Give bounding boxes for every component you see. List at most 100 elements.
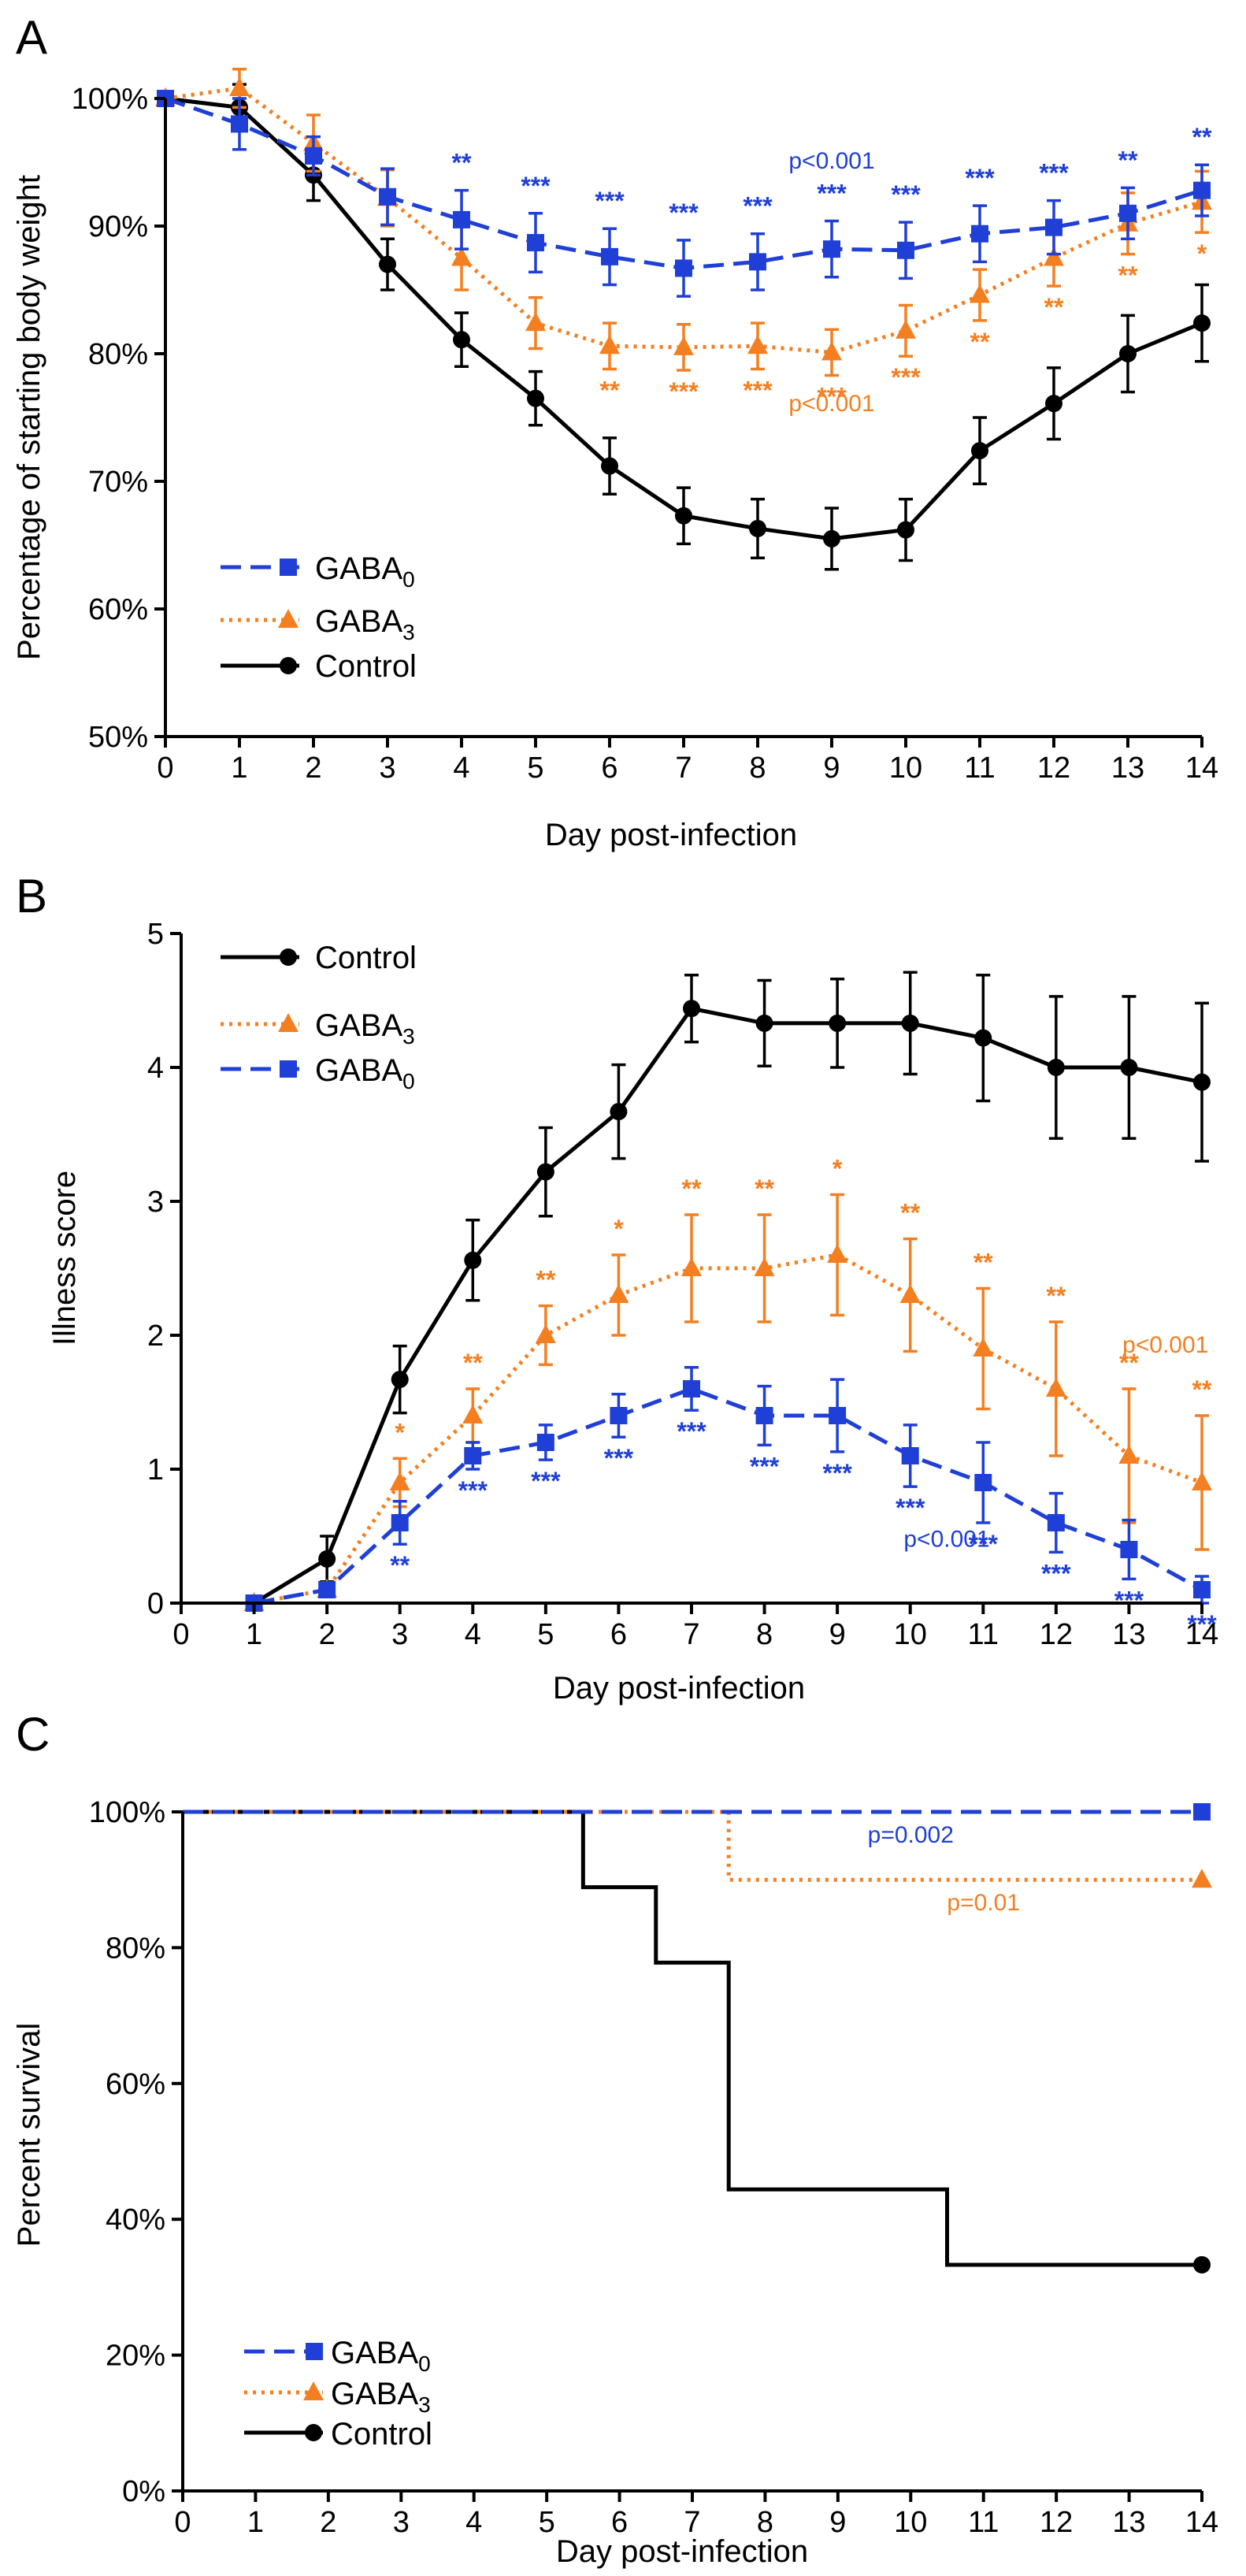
- panel-a-y-tick-label: 60%: [88, 593, 148, 626]
- panel-a-x-tick-label: 6: [601, 752, 617, 785]
- panel-b-control-series-line: [253, 1006, 1203, 1605]
- panel-b-x-tick-label: 8: [756, 1618, 773, 1651]
- panel-b-gaba3-significance-stars: **: [900, 1199, 920, 1227]
- panel-a-control-data-point: [1119, 345, 1137, 362]
- panel-b-legend: Control GABA3 GABA0: [221, 941, 417, 1093]
- panel-b-gaba3-significance-stars: **: [1192, 1375, 1212, 1404]
- panel-b-y-tick-label: 4: [147, 1052, 164, 1085]
- legend-b-control-label: Control: [315, 941, 417, 975]
- panel-b-x-axis-label: Day post-infection: [553, 1671, 805, 1706]
- panel-a-gaba3-significance-stars: **: [600, 376, 620, 404]
- panel-a-control-data-point: [601, 457, 618, 475]
- panel-c-x-tick-label: 6: [611, 2506, 628, 2539]
- panel-b-plot-area: ******** ****************** ************ **…: [243, 971, 1217, 1639]
- panel-a-x-tick-label: 14: [1185, 752, 1218, 785]
- panel-b-y-tick-label: 3: [147, 1186, 164, 1219]
- panel-b-control-data-point: [391, 1371, 409, 1389]
- panel-b-gaba3-data-point: [754, 1257, 775, 1276]
- panel-b-gaba3-data-point: [1118, 1445, 1140, 1464]
- panel-a-gaba0-significance-stars: ***: [1039, 159, 1069, 187]
- legend-c-control-label: Control: [331, 2417, 432, 2452]
- panel-b-control-data-point: [974, 1029, 992, 1047]
- panel-a-y-tick-label: 70%: [88, 466, 148, 499]
- panel-a-x-tick-label: 2: [305, 752, 321, 785]
- legend-a-gaba0-marker: [280, 559, 297, 576]
- panel-b-gaba3-significance-stars: **: [973, 1249, 993, 1277]
- panel-b-gaba3-significance-stars: **: [536, 1266, 555, 1294]
- panel-a-label: A: [16, 11, 47, 64]
- panel-a-gaba0-significance-stars: **: [452, 149, 472, 177]
- panel-b-gaba3-data-point: [681, 1257, 702, 1276]
- panel-a-gaba3-data-point: [673, 336, 694, 355]
- panel-a-x-tick-label: 13: [1111, 752, 1144, 785]
- panel-c-y-tick-label: 100%: [89, 1796, 165, 1829]
- panel-b-gaba3-significance-stars: *: [833, 1155, 843, 1183]
- panel-a-x-tick-label: 12: [1037, 752, 1070, 785]
- panel-b-x-tick-label: 0: [172, 1618, 189, 1651]
- panel-a-gaba0-significance-stars: ***: [595, 187, 625, 215]
- panel-c-y-tick-label: 0%: [122, 2475, 165, 2508]
- panel-b-gaba3-data-point: [973, 1338, 994, 1357]
- panel-b-y-tick-label: 1: [147, 1453, 164, 1487]
- panel-c-y-axis-label: Percent survival: [12, 2023, 46, 2248]
- panel-a-gaba0-significance-stars: **: [1192, 123, 1212, 151]
- panel-a-y-tick-label: 90%: [88, 210, 148, 243]
- panel-b-control-data-point: [829, 1014, 847, 1032]
- panel-c-x-axis-label: Day post-infection: [556, 2534, 808, 2569]
- panel-a-gaba0-p-value: p<0.001: [788, 148, 874, 174]
- panel-c-x-tick-label: 11: [968, 2506, 999, 2539]
- panel-a-gaba3-data-point: [599, 335, 620, 354]
- panel-c-x-tick-label: 7: [684, 2506, 700, 2539]
- panel-c-y-tick-label: 40%: [106, 2203, 165, 2236]
- panel-b-control-data-point: [1193, 1073, 1211, 1091]
- panel-a-gaba3-data-point: [451, 247, 472, 266]
- panel-b-gaba3-data-point: [608, 1284, 629, 1303]
- panel-b-gaba3-data-point: [1045, 1378, 1066, 1397]
- panel-b-gaba3-data-point: [827, 1244, 848, 1263]
- panel-a-x-tick-label: 1: [231, 752, 247, 785]
- panel-c-label: C: [16, 1708, 50, 1761]
- panel-c-x-tick-label: 8: [757, 2506, 773, 2539]
- panel-b-gaba0-p-value: p<0.001: [903, 1527, 989, 1553]
- panel-a-gaba3-significance-stars: **: [970, 328, 990, 356]
- panel-b-gaba3-data-point: [899, 1284, 921, 1303]
- panel-c-x-tick-label: 5: [539, 2506, 555, 2539]
- panel-b-y-tick-label: 0: [147, 1587, 164, 1620]
- panel-a-control-data-point: [971, 442, 988, 460]
- panel-c-x-tick-label: 1: [247, 2506, 264, 2539]
- panel-b-gaba3-significance-stars: **: [463, 1349, 483, 1377]
- panel-b-gaba3-data-point: [462, 1405, 484, 1423]
- panel-b-x-tick-label: 14: [1185, 1618, 1218, 1651]
- panel-b-control-data-point: [755, 1014, 773, 1032]
- panel-b-control-data-point: [464, 1251, 482, 1269]
- panel-b-gaba0-data-point: [683, 1380, 700, 1397]
- panel-b-x-tick-label: 6: [610, 1618, 627, 1651]
- panel-a-gaba0-data-point: [1193, 181, 1211, 199]
- panel-a-gaba0-significance-stars: **: [1118, 146, 1138, 174]
- panel-a-gaba0-data-point: [305, 147, 322, 165]
- panel-a-control-data-point: [527, 389, 544, 407]
- panel-c-x-tick-label: 0: [174, 2506, 191, 2539]
- panel-a-gaba0-data-point: [379, 187, 396, 206]
- panel-a-y-tick-label: 80%: [88, 338, 148, 371]
- panel-b-gaba0-significance-stars: ***: [896, 1494, 925, 1522]
- panel-a-control-data-point: [453, 331, 470, 349]
- panel-a-gaba3-data-point: [525, 312, 546, 332]
- panel-b-y-tick-label: 2: [147, 1320, 164, 1353]
- panel-a-body-weight-chart: A ******** *** *** *** ****** *** ****** *** ***…: [12, 11, 1218, 852]
- panel-a-gaba3-significance-stars: **: [1044, 293, 1064, 321]
- legend-c-gaba0-marker: [306, 2343, 323, 2360]
- panel-a-y-tick-label: 50%: [88, 721, 148, 754]
- panel-a-gaba0-data-point: [1119, 204, 1137, 222]
- panel-b-y-axis-label: Illness score: [47, 1171, 82, 1346]
- panel-b-control-data-point: [683, 1000, 700, 1018]
- panel-a-gaba0-significance-stars: ***: [891, 180, 921, 209]
- panel-b-gaba3-significance-stars: **: [1119, 1349, 1139, 1377]
- panel-a-control-data-point: [1045, 395, 1062, 413]
- panel-a-x-tick-label: 0: [157, 752, 173, 785]
- panel-a-gaba3-data-point: [970, 284, 990, 303]
- panel-a-gaba0-data-point: [897, 241, 914, 259]
- panel-b-x-tick-label: 1: [246, 1618, 262, 1651]
- panel-c-legend: GABA0 GABA3 Control: [244, 2336, 432, 2452]
